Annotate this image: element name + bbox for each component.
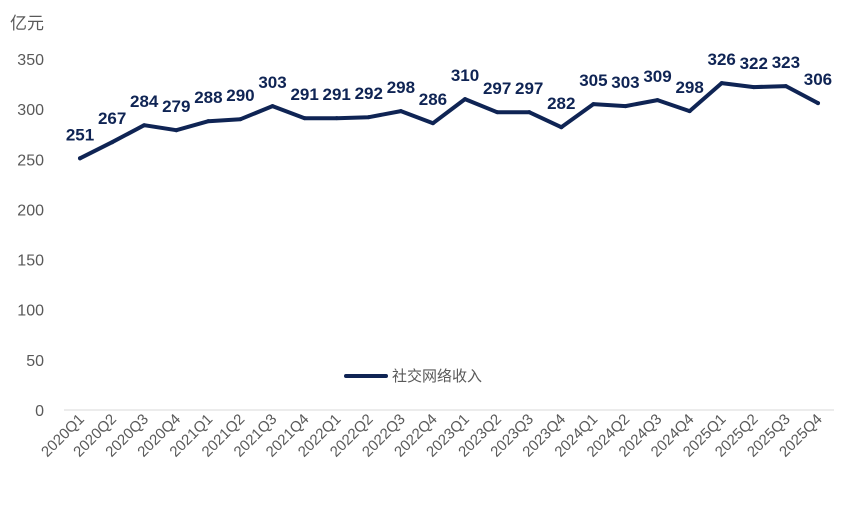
series-line-social-network-revenue [78,81,820,161]
data-point [142,123,147,128]
data-label: 298 [675,78,703,97]
data-point [78,156,83,161]
data-point [366,115,371,120]
data-point [687,109,692,114]
data-label: 284 [130,92,159,111]
data-label: 303 [258,73,286,92]
data-point [623,104,628,109]
y-axis-ticks: 0 50 100 150 200 250 300 350 [17,52,44,420]
data-label: 305 [579,71,607,90]
data-label: 323 [772,53,800,72]
data-point [430,121,435,126]
series-layer [78,81,820,161]
data-label: 286 [419,90,447,109]
data-point [783,84,788,89]
data-label: 309 [643,67,671,86]
y-axis-unit-label: 亿元 [10,14,44,33]
data-point [334,116,339,121]
data-point [270,104,275,109]
data-label: 306 [804,70,832,89]
data-label: 267 [98,109,126,128]
data-label: 297 [483,79,511,98]
data-label: 288 [194,88,222,107]
y-tick-label: 200 [17,202,44,219]
data-point [559,125,564,130]
legend: 社交网络收入 [344,367,482,385]
y-tick-label: 250 [17,152,44,169]
data-label: 292 [355,84,383,103]
data-point [751,85,756,90]
data-label: 322 [740,54,768,73]
data-point [527,110,532,115]
data-label: 326 [708,50,736,69]
data-label: 282 [547,94,575,113]
data-point [174,128,179,133]
data-label: 291 [290,85,318,104]
data-label: 290 [226,86,254,105]
data-label: 297 [515,79,543,98]
y-tick-label: 300 [17,102,44,119]
data-point [815,101,820,106]
data-label: 291 [323,85,351,104]
data-point [110,140,115,145]
y-tick-label: 350 [17,52,44,69]
data-point [238,117,243,122]
data-point [302,116,307,121]
legend-label: 社交网络收入 [392,367,482,385]
data-label: 298 [387,78,415,97]
data-point [591,102,596,107]
y-tick-label: 0 [35,403,44,420]
data-label: 279 [162,97,190,116]
data-label: 303 [611,73,639,92]
x-axis-ticks: 2020Q12020Q22020Q32020Q42021Q12021Q22021… [38,411,826,461]
data-point [463,97,468,102]
data-point [655,98,660,103]
y-tick-label: 50 [26,353,44,370]
data-point [495,110,500,115]
data-point [719,81,724,86]
data-point [398,109,403,114]
data-label: 310 [451,66,479,85]
data-label: 251 [66,125,94,144]
data-point [206,119,211,124]
y-tick-label: 150 [17,253,44,270]
y-tick-label: 100 [17,303,44,320]
